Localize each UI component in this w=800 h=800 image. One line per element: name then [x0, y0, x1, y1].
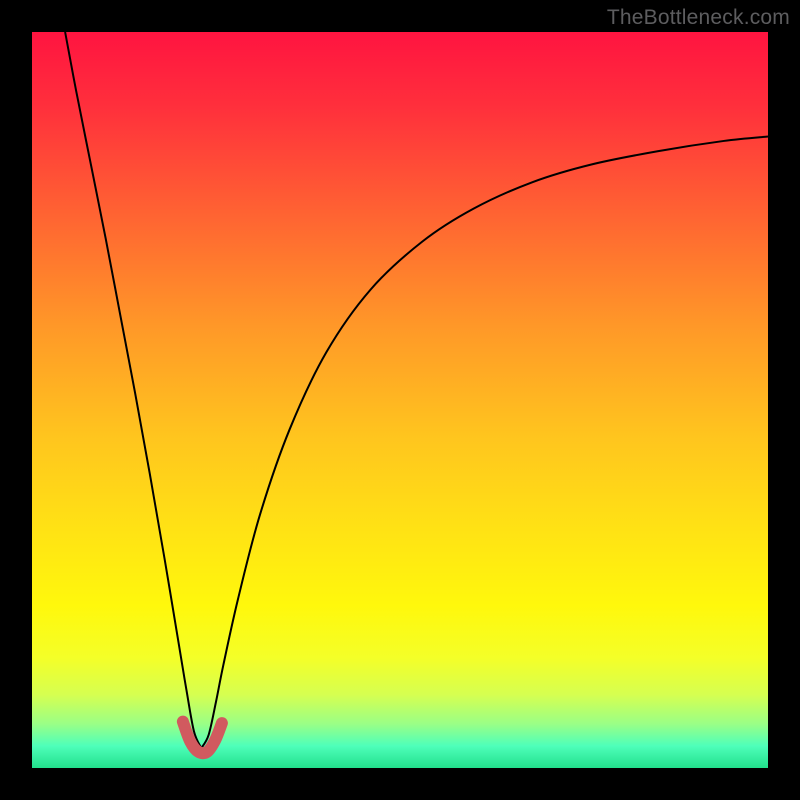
bottleneck-chart	[0, 0, 800, 800]
chart-stage: TheBottleneck.com	[0, 0, 800, 800]
watermark: TheBottleneck.com	[607, 6, 790, 30]
plot-background	[32, 32, 768, 768]
